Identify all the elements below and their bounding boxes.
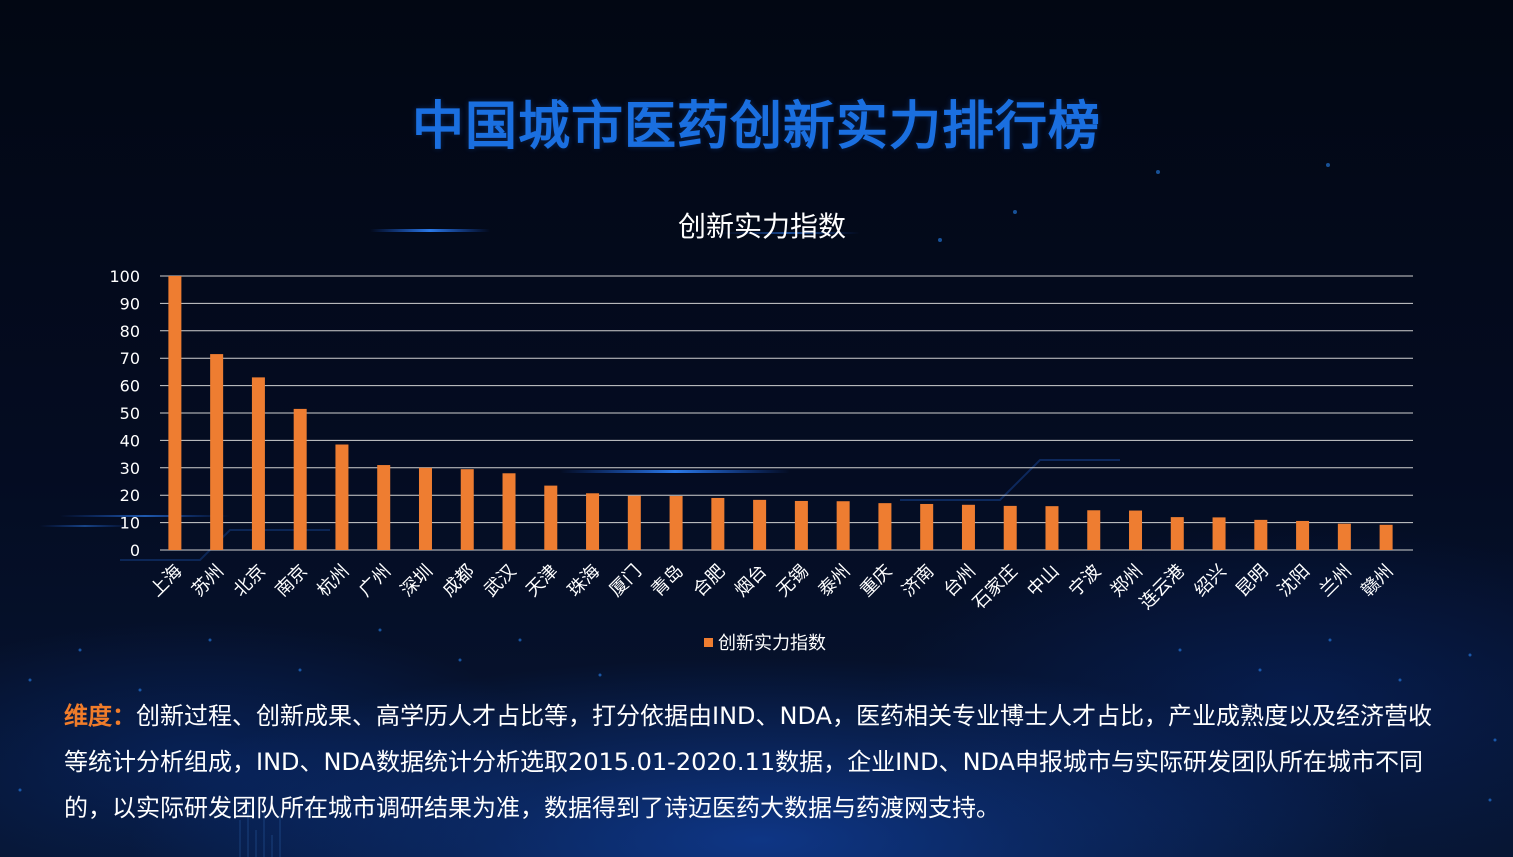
x-tick-label: 中山 (1023, 561, 1063, 601)
x-tick-label: 天津 (522, 561, 562, 601)
bar (418, 467, 432, 550)
bar (293, 408, 307, 550)
x-tick-label: 武汉 (480, 561, 520, 601)
bar (711, 497, 725, 550)
x-tick-label: 苏州 (188, 561, 228, 601)
y-tick-label: 100 (109, 267, 140, 286)
bar (502, 473, 516, 550)
x-tick-label: 绍兴 (1190, 561, 1230, 601)
x-axis-ticks: 上海 苏州 北京 南京 杭州 广州 深圳 成都 武汉 天津 珠海 厦门 青岛 合肥 烟台 无锡 泰州 重庆 济南 台州… (146, 561, 1398, 614)
bar (878, 503, 892, 550)
y-tick-label: 50 (120, 404, 140, 423)
bar (961, 504, 975, 550)
x-tick-label: 成都 (438, 561, 478, 601)
x-tick-label: 泰州 (814, 561, 854, 601)
y-tick-label: 60 (120, 377, 140, 396)
x-tick-label: 北京 (230, 561, 270, 601)
bar (1379, 524, 1393, 550)
x-tick-label: 重庆 (856, 561, 896, 601)
chart-title: 创新实力指数 (678, 210, 846, 243)
bar (1254, 519, 1268, 550)
bar (836, 501, 850, 550)
x-tick-label: 上海 (146, 561, 186, 601)
legend-swatch (704, 638, 713, 647)
y-tick-label: 20 (120, 486, 140, 505)
legend-label: 创新实力指数 (718, 633, 826, 654)
bar (627, 495, 641, 550)
bar (1087, 510, 1101, 550)
x-tick-label: 厦门 (606, 561, 646, 601)
x-tick-label: 珠海 (564, 561, 604, 601)
x-tick-label: 无锡 (773, 561, 813, 601)
bar (1170, 517, 1184, 550)
bar (1337, 523, 1351, 550)
page-title: 中国城市医药创新实力排行榜 (411, 97, 1101, 157)
bar-chart: 创新实力指数 0 10 20 30 40 50 60 70 80 90 100 上海 苏州 北京 南京 杭州… (109, 210, 1413, 654)
x-tick-label: 深圳 (397, 561, 437, 601)
x-tick-label: 合肥 (689, 561, 729, 601)
x-tick-label: 南京 (271, 561, 311, 601)
bar (920, 503, 934, 550)
bars (168, 276, 1393, 550)
bar (377, 465, 391, 550)
bar (794, 500, 808, 550)
bar (586, 493, 600, 550)
description-label: 维度： (64, 702, 136, 730)
x-tick-label: 烟台 (731, 561, 771, 601)
bar (753, 499, 767, 550)
x-tick-label: 连云港 (1136, 561, 1189, 614)
x-tick-label: 沈阳 (1274, 561, 1314, 601)
bar (544, 485, 558, 550)
x-tick-label: 石家庄 (969, 561, 1022, 614)
bar (210, 354, 224, 550)
bar (251, 377, 265, 550)
y-tick-label: 30 (120, 459, 140, 478)
x-tick-label: 杭州 (313, 561, 353, 601)
bar (669, 496, 683, 550)
bar (460, 469, 474, 550)
bar (168, 276, 182, 550)
description-text: 创新过程、创新成果、高学历人才占比等，打分依据由IND、NDA，医药相关专业博士… (64, 702, 1432, 822)
description: 维度：创新过程、创新成果、高学历人才占比等，打分依据由IND、NDA，医药相关专… (64, 693, 1454, 831)
y-tick-label: 80 (120, 322, 140, 341)
x-tick-label: 宁波 (1065, 561, 1105, 601)
y-tick-label: 70 (120, 349, 140, 368)
y-tick-label: 40 (120, 431, 140, 450)
x-tick-label: 赣州 (1357, 561, 1397, 601)
y-tick-label: 0 (130, 541, 140, 560)
bar (1003, 505, 1017, 550)
bar (1296, 520, 1310, 550)
x-tick-label: 昆明 (1232, 561, 1272, 601)
x-tick-label: 济南 (898, 561, 938, 601)
x-tick-label: 青岛 (647, 561, 687, 601)
gridlines (160, 275, 1413, 551)
bar (1045, 506, 1059, 550)
bar (1129, 510, 1143, 550)
y-tick-label: 10 (120, 514, 140, 533)
legend: 创新实力指数 (704, 633, 826, 654)
bar (335, 444, 349, 550)
x-tick-label: 兰州 (1316, 561, 1356, 601)
y-tick-label: 90 (120, 294, 140, 313)
x-tick-label: 广州 (355, 561, 395, 601)
bar (1212, 517, 1226, 550)
y-axis-ticks: 0 10 20 30 40 50 60 70 80 90 100 (109, 267, 140, 560)
